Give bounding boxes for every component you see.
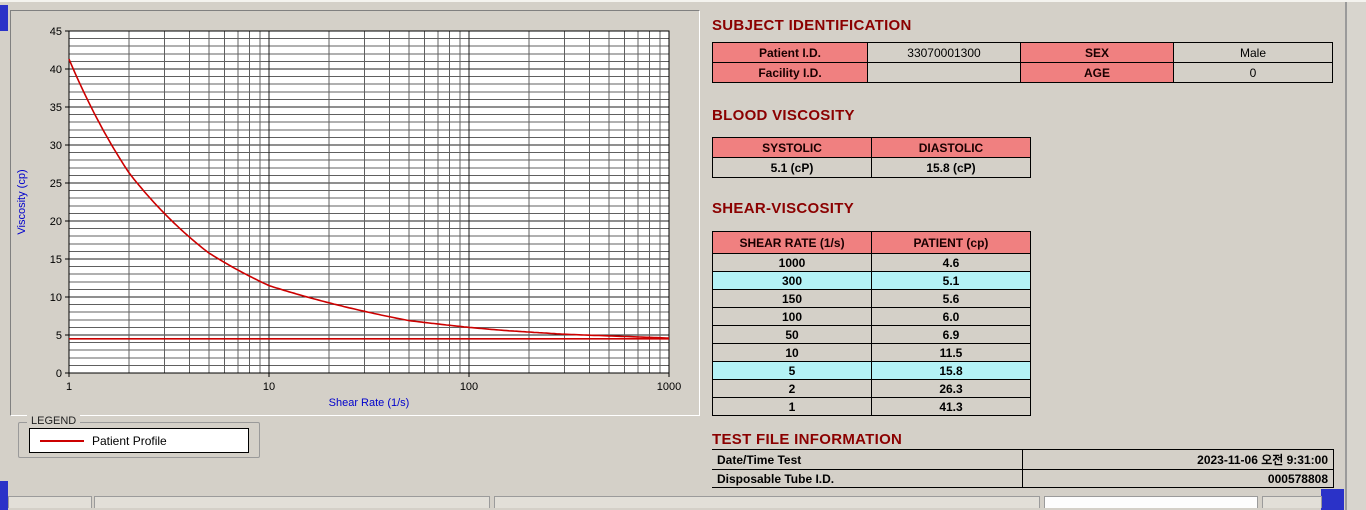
legend-box: Patient Profile bbox=[29, 428, 249, 453]
bottom-clipped-button-3 bbox=[494, 496, 1040, 508]
shear-rate-cell: 100 bbox=[712, 307, 872, 326]
shear-table-body: 1000 4.6 300 5.1 150 5.6 100 6.0 50 6.9 10 11.5 5 15.… bbox=[712, 253, 1031, 416]
systolic-value: 5.1 (cP) bbox=[712, 157, 872, 178]
shear-rate-header: SHEAR RATE (1/s) bbox=[712, 231, 872, 254]
right-edge-divider bbox=[1345, 2, 1347, 510]
shear-rate-cell: 5 bbox=[712, 361, 872, 380]
shear-rate-cell: 150 bbox=[712, 289, 872, 308]
patient-cp-cell: 4.6 bbox=[871, 253, 1031, 272]
svg-text:5: 5 bbox=[56, 330, 62, 342]
patient-cp-cell: 5.1 bbox=[871, 271, 1031, 290]
shear-rate-cell: 2 bbox=[712, 379, 872, 398]
window-fragment-bottom-left bbox=[0, 481, 8, 510]
datetime-label: Date/Time Test bbox=[712, 449, 1023, 470]
tube-id-row: Disposable Tube I.D. 000578808 bbox=[712, 469, 1334, 488]
svg-text:45: 45 bbox=[50, 26, 62, 38]
tube-id-label: Disposable Tube I.D. bbox=[712, 469, 1023, 488]
datetime-value: 2023-11-06 오전 9:31:00 bbox=[1022, 449, 1334, 470]
svg-text:1: 1 bbox=[66, 381, 72, 393]
svg-text:10: 10 bbox=[50, 292, 62, 304]
blood-viscosity-title: BLOOD VISCOSITY bbox=[712, 107, 855, 124]
shear-row: 50 6.9 bbox=[712, 325, 1031, 344]
patient-id-label: Patient I.D. bbox=[712, 42, 868, 63]
legend-series-label: Patient Profile bbox=[92, 433, 167, 448]
svg-text:35: 35 bbox=[50, 102, 62, 114]
shear-rate-cell: 1000 bbox=[712, 253, 872, 272]
svg-text:20: 20 bbox=[50, 216, 62, 228]
shear-row: 150 5.6 bbox=[712, 289, 1031, 308]
shear-viscosity-table: SHEAR RATE (1/s) PATIENT (cp) 1000 4.6 300… bbox=[712, 231, 1031, 416]
svg-text:40: 40 bbox=[50, 64, 62, 76]
shear-rate-cell: 50 bbox=[712, 325, 872, 344]
svg-text:1000: 1000 bbox=[657, 381, 681, 393]
subject-row-2: Facility I.D. AGE 0 bbox=[712, 62, 1333, 83]
blood-viscosity-table: SYSTOLIC DIASTOLIC 5.1 (cP) 15.8 (cP) bbox=[712, 137, 1031, 178]
svg-text:0: 0 bbox=[56, 368, 62, 380]
svg-text:Viscosity (cp): Viscosity (cp) bbox=[16, 169, 28, 234]
facility-id-label: Facility I.D. bbox=[712, 62, 868, 83]
tube-id-value: 000578808 bbox=[1022, 469, 1334, 488]
shear-rate-cell: 10 bbox=[712, 343, 872, 362]
datetime-row: Date/Time Test 2023-11-06 오전 9:31:00 bbox=[712, 449, 1334, 470]
blood-viscosity-header-row: SYSTOLIC DIASTOLIC bbox=[712, 137, 1031, 158]
legend-caption: LEGEND bbox=[27, 415, 81, 427]
patient-cp-cell: 6.0 bbox=[871, 307, 1031, 326]
patient-cp-cell: 11.5 bbox=[871, 343, 1031, 362]
svg-text:15: 15 bbox=[50, 254, 62, 266]
shear-viscosity-title: SHEAR-VISCOSITY bbox=[712, 200, 855, 217]
shear-header-row: SHEAR RATE (1/s) PATIENT (cp) bbox=[712, 231, 1031, 254]
diastolic-header: DIASTOLIC bbox=[871, 137, 1031, 158]
sex-label: SEX bbox=[1020, 42, 1174, 63]
shear-row: 300 5.1 bbox=[712, 271, 1031, 290]
window-fragment-top-left bbox=[0, 5, 8, 31]
patient-cp-cell: 15.8 bbox=[871, 361, 1031, 380]
subject-identification-title: SUBJECT IDENTIFICATION bbox=[712, 17, 912, 34]
viscosity-chart: 0 5 10 15 20 25 30 35 40 45 1 10 100 1000 Shear Rate (… bbox=[16, 26, 681, 409]
age-value: 0 bbox=[1173, 62, 1333, 83]
legend-line-sample bbox=[40, 439, 84, 442]
bottom-clipped-button-2 bbox=[94, 496, 490, 508]
patient-cp-cell: 6.9 bbox=[871, 325, 1031, 344]
blood-viscosity-value-row: 5.1 (cP) 15.8 (cP) bbox=[712, 157, 1031, 178]
shear-row: 1 41.3 bbox=[712, 397, 1031, 416]
bottom-clipped-field-4 bbox=[1044, 496, 1258, 508]
systolic-header: SYSTOLIC bbox=[712, 137, 872, 158]
sex-value: Male bbox=[1173, 42, 1333, 63]
facility-id-value bbox=[867, 62, 1021, 83]
shear-row: 2 26.3 bbox=[712, 379, 1031, 398]
shear-rate-cell: 300 bbox=[712, 271, 872, 290]
right-edge-margin bbox=[1347, 2, 1366, 510]
subject-row-1: Patient I.D. 33070001300 SEX Male bbox=[712, 42, 1333, 63]
svg-text:30: 30 bbox=[50, 140, 62, 152]
bottom-clipped-button-5 bbox=[1262, 496, 1322, 508]
diastolic-value: 15.8 (cP) bbox=[871, 157, 1031, 178]
shear-row: 5 15.8 bbox=[712, 361, 1031, 380]
patient-cp-header: PATIENT (cp) bbox=[871, 231, 1031, 254]
shear-row: 1000 4.6 bbox=[712, 253, 1031, 272]
svg-text:100: 100 bbox=[460, 381, 478, 393]
patient-cp-cell: 41.3 bbox=[871, 397, 1031, 416]
svg-text:25: 25 bbox=[50, 178, 62, 190]
shear-row: 100 6.0 bbox=[712, 307, 1031, 326]
patient-id-value: 33070001300 bbox=[867, 42, 1021, 63]
legend-groupbox: LEGEND Patient Profile bbox=[18, 415, 260, 458]
svg-text:Shear Rate (1/s): Shear Rate (1/s) bbox=[329, 397, 410, 409]
patient-cp-cell: 26.3 bbox=[871, 379, 1031, 398]
results-panel: SUBJECT IDENTIFICATION Patient I.D. 3307… bbox=[712, 2, 1334, 510]
test-file-information-table: Date/Time Test 2023-11-06 오전 9:31:00 Dis… bbox=[712, 449, 1334, 488]
age-label: AGE bbox=[1020, 62, 1174, 83]
patient-cp-cell: 5.6 bbox=[871, 289, 1031, 308]
svg-text:10: 10 bbox=[263, 381, 275, 393]
bottom-clipped-button-1 bbox=[8, 496, 92, 508]
viscosity-chart-panel: 0 5 10 15 20 25 30 35 40 45 1 10 100 1000 Shear Rate (… bbox=[10, 10, 700, 416]
subject-identification-table: Patient I.D. 33070001300 SEX Male Facili… bbox=[712, 42, 1333, 83]
shear-rate-cell: 1 bbox=[712, 397, 872, 416]
test-file-information-title: TEST FILE INFORMATION bbox=[712, 431, 903, 448]
window-fragment-bottom-right bbox=[1321, 489, 1344, 510]
shear-row: 10 11.5 bbox=[712, 343, 1031, 362]
